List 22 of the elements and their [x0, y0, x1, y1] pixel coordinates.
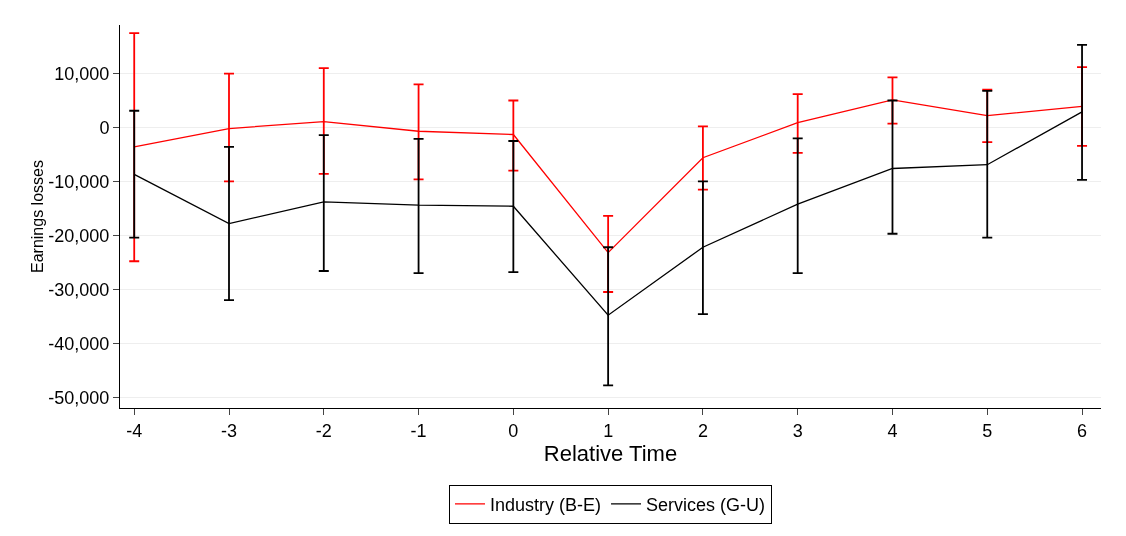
x-tick-label: -3: [220, 420, 238, 441]
x-tick-label: 1: [603, 420, 614, 441]
y-tick-label: -20,000: [48, 225, 110, 246]
x-tick-label: -1: [410, 420, 427, 441]
y-axis-title: Earnings losses: [29, 160, 47, 273]
legend-label: Industry (B-E): [490, 494, 602, 515]
y-tick-label: 0: [99, 117, 110, 138]
x-tick-label: 5: [982, 420, 993, 441]
x-tick-label: -2: [315, 420, 332, 441]
y-tick-label: -30,000: [48, 279, 110, 300]
x-tick-label: 6: [1077, 420, 1088, 441]
y-tick-label: 10,000: [54, 63, 110, 84]
y-tick-label: -40,000: [48, 333, 110, 354]
x-axis-title: Relative Time: [543, 440, 678, 466]
x-tick-label: 3: [792, 420, 803, 441]
x-tick-label: 2: [697, 420, 708, 441]
x-tick-label: 0: [508, 420, 519, 441]
x-tick-label: -4: [126, 420, 143, 441]
y-tick-label: -50,000: [48, 387, 110, 408]
y-tick-label: -10,000: [48, 171, 110, 192]
legend-label: Services (G-U): [646, 494, 766, 515]
x-tick-label: 4: [887, 420, 898, 441]
